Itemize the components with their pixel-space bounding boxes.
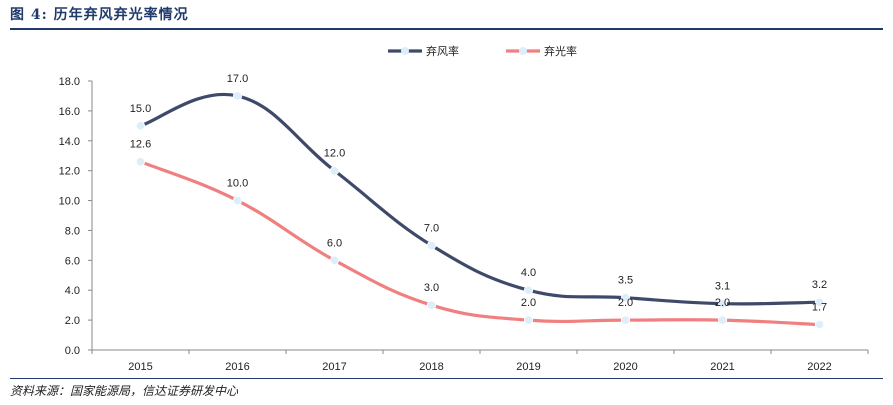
data-label-series-2: 2.0 — [618, 297, 633, 309]
data-label-series-2: 10.0 — [227, 178, 248, 190]
data-point-series-1 — [426, 240, 437, 250]
y-tick-label: 8.0 — [65, 225, 80, 237]
line-chart: 0.0 2.0 4.0 6.0 8.0 10.0 12.0 14.0 16.0 18.0 2015 2… — [59, 44, 869, 373]
data-point-series-1 — [717, 299, 728, 309]
data-label-series-2: 1.7 — [812, 302, 827, 314]
data-label-series-1: 3.5 — [618, 275, 633, 287]
y-tick-label: 4.0 — [65, 285, 80, 297]
y-tick-label: 10.0 — [59, 196, 80, 208]
data-label-series-1: 3.2 — [812, 279, 827, 291]
data-point-series-2 — [135, 157, 146, 167]
data-point-series-2 — [329, 255, 340, 265]
data-label-series-2: 6.0 — [327, 237, 342, 249]
data-label-series-2: 2.0 — [521, 297, 536, 309]
data-label-series-1: 17.0 — [227, 73, 248, 85]
figure-title-text: 历年弃风弃光率情况 — [53, 7, 189, 23]
x-tick-label: 2015 — [128, 361, 152, 373]
y-tick-label: 6.0 — [65, 255, 80, 267]
figure-title: 图 4: 历年弃风弃光率情况 — [10, 4, 189, 24]
data-label-series-1: 12.0 — [324, 148, 345, 160]
data-label-series-1: 3.1 — [715, 281, 730, 293]
legend-swatch-marker-1 — [401, 47, 409, 55]
data-point-series-2 — [232, 195, 243, 206]
x-tick-label: 2021 — [710, 361, 734, 373]
series-line-2 — [138, 160, 822, 327]
data-point-series-1 — [232, 91, 243, 101]
data-label-series-2: 12.6 — [130, 139, 151, 151]
x-tick-label: 2017 — [322, 361, 346, 373]
figure-number: 图 4: — [10, 7, 48, 23]
x-tick-label: 2022 — [807, 361, 831, 373]
data-point-series-1 — [620, 293, 631, 303]
data-point-series-2 — [620, 315, 631, 325]
source-rule — [10, 378, 883, 379]
data-label-series-1: 15.0 — [130, 103, 151, 115]
x-tick-label: 2019 — [516, 361, 540, 373]
y-tick-label: 12.0 — [59, 166, 80, 178]
data-point-series-1 — [329, 166, 340, 176]
x-tick-label: 2020 — [613, 361, 637, 373]
source-note: 资料来源：国家能源局，信达证券研发中心 — [10, 384, 239, 398]
legend-label-1: 弃风率 — [426, 44, 459, 58]
data-point-series-2 — [717, 315, 728, 325]
x-tick-label: 2016 — [225, 361, 249, 373]
data-point-series-2 — [523, 315, 534, 325]
y-tick-label: 0.0 — [65, 345, 80, 357]
data-point-series-1 — [814, 297, 825, 307]
data-point-series-2 — [814, 319, 825, 330]
title-rule — [10, 28, 883, 30]
y-tick-label: 2.0 — [65, 315, 80, 327]
data-point-series-1 — [523, 285, 534, 295]
y-tick-label: 18.0 — [59, 76, 80, 88]
data-label-series-2: 2.0 — [715, 297, 730, 309]
data-label-series-1: 4.0 — [521, 267, 536, 279]
y-tick-label: 14.0 — [59, 136, 80, 148]
x-tick-label: 2018 — [419, 361, 443, 373]
data-label-series-2: 3.0 — [424, 282, 439, 294]
data-point-series-2 — [426, 300, 437, 310]
data-point-series-1 — [135, 121, 146, 131]
legend-swatch-marker-2 — [519, 47, 527, 55]
legend-label-2: 弃光率 — [544, 44, 577, 58]
y-tick-label: 16.0 — [59, 106, 80, 118]
series-line-1 — [138, 92, 822, 306]
data-label-series-1: 7.0 — [424, 222, 439, 234]
